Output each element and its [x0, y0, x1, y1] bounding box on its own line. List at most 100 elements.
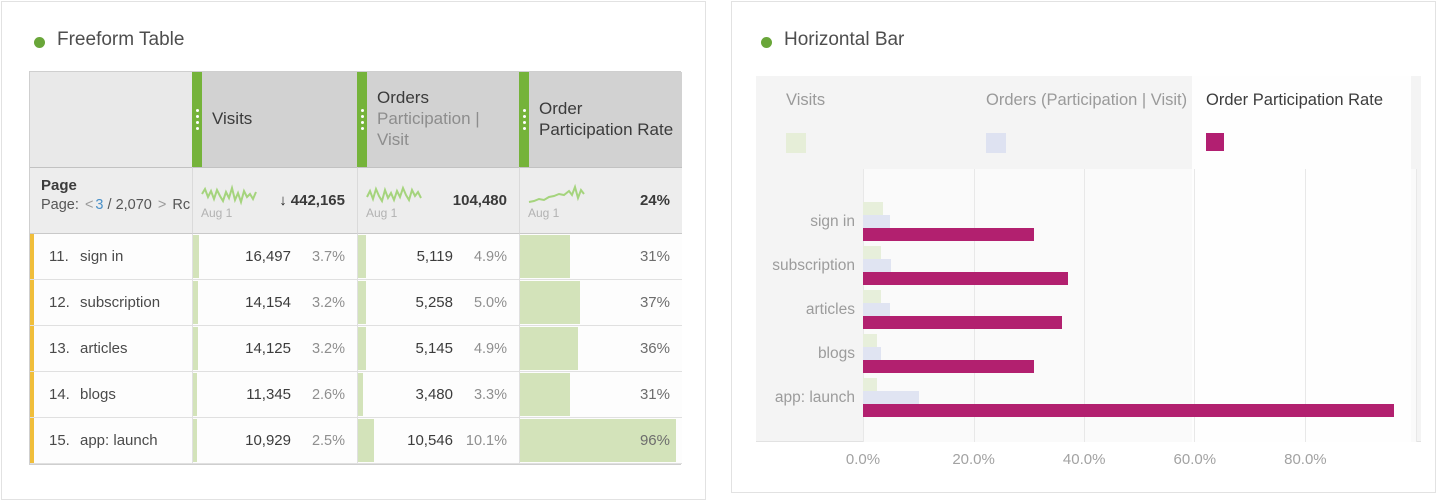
x-tick-label: 0.0%	[845, 451, 881, 468]
row-name: sign in	[80, 248, 124, 265]
rate-bar	[863, 404, 1394, 417]
cell-bar-fill	[520, 419, 676, 462]
cell-bar-fill	[520, 235, 571, 278]
visits-bar	[863, 378, 877, 391]
cell-value: 5,119	[416, 248, 453, 265]
table-pagination: Page: <3 / 2,070 > Rc	[41, 197, 190, 213]
bar-group	[863, 378, 1416, 417]
sparkline-date-label: Aug 1	[528, 205, 560, 220]
orders-cell[interactable]: 10,546 10.1%	[357, 418, 519, 464]
category-label: subscription	[772, 257, 855, 274]
visits-cell[interactable]: 11,345 2.6%	[192, 372, 357, 418]
row-rank: 11.	[49, 248, 69, 265]
cell-percent: 3.2%	[311, 340, 345, 357]
pagination-prev-button[interactable]: <	[84, 197, 94, 213]
legend-swatch-visits-icon[interactable]	[786, 133, 806, 153]
rate-cell[interactable]: 36%	[519, 326, 682, 372]
cell-bar-fill	[358, 281, 367, 324]
cell-bar-fill	[358, 419, 375, 462]
cell-value: 31%	[639, 386, 670, 403]
visits-bar	[863, 202, 884, 215]
category-label: blogs	[817, 345, 855, 362]
column-title: Orders	[377, 88, 429, 108]
orders-cell[interactable]: 5,145 4.9%	[357, 326, 519, 372]
visits-bar	[863, 290, 881, 303]
row-rank: 14.	[49, 386, 70, 403]
rate-cell[interactable]: 31%	[519, 234, 682, 280]
orders-bar	[863, 391, 919, 404]
x-tick-label: 60.0%	[1173, 451, 1217, 468]
cell-percent: 2.6%	[311, 386, 345, 403]
visits-summary-cell: Aug 1 ↓ 442,165	[192, 167, 357, 234]
rate-sparkline-icon	[528, 183, 585, 203]
row-name: blogs	[80, 386, 116, 403]
category-label: articles	[805, 301, 855, 318]
cell-bar-fill	[358, 373, 364, 416]
x-tick-label: 80.0%	[1284, 451, 1327, 468]
cell-bar-fill	[193, 373, 198, 416]
horizontal-bar-chart: Visits Orders (Participation | Visit) Or…	[756, 76, 1421, 442]
pagination-next-button[interactable]: >	[157, 197, 167, 213]
column-header-order-participation-rate[interactable]: Order Participation Rate	[519, 72, 682, 167]
dimension-summary-cell: Page Page: <3 / 2,070 > Rc	[30, 167, 192, 234]
cell-value: 96%	[639, 432, 670, 449]
cell-bar-fill	[520, 281, 580, 324]
drag-handle-icon[interactable]	[519, 72, 529, 167]
orders-cell[interactable]: 5,258 5.0%	[357, 280, 519, 326]
drag-handle-icon[interactable]	[357, 72, 367, 167]
cell-bar-fill	[193, 235, 200, 278]
legend-item-orders[interactable]: Orders (Participation | Visit)	[986, 91, 1188, 109]
rate-cell[interactable]: 31%	[519, 372, 682, 418]
visits-bar	[863, 246, 881, 259]
table-row-label[interactable]: 11. sign in	[30, 234, 192, 280]
column-header-orders[interactable]: Orders Participation | Visit	[357, 72, 519, 167]
table-row-label[interactable]: 12. subscription	[30, 280, 192, 326]
rate-cell[interactable]: 37%	[519, 280, 682, 326]
row-name: app: launch	[80, 432, 158, 449]
table-row-label[interactable]: 14. blogs	[30, 372, 192, 418]
orders-cell[interactable]: 5,119 4.9%	[357, 234, 519, 280]
cell-percent: 3.7%	[311, 248, 345, 265]
legend-swatch-rate-icon[interactable]	[1206, 133, 1224, 151]
freeform-table-panel: Freeform Table Visits Orders Participati…	[1, 1, 706, 500]
legend-swatch-orders-icon[interactable]	[986, 133, 1006, 153]
gridline	[1194, 169, 1195, 442]
pagination-trailing-text: Rc	[172, 197, 191, 213]
sparkline-date-label: Aug 1	[366, 205, 398, 220]
visits-sparkline-icon	[201, 183, 257, 205]
visits-cell[interactable]: 16,497 3.7%	[192, 234, 357, 280]
cell-value: 14,154	[245, 294, 291, 311]
cell-percent: 3.2%	[311, 294, 345, 311]
rate-bar	[863, 272, 1068, 285]
bar-group	[863, 246, 1416, 285]
sort-descending-icon[interactable]: ↓	[279, 192, 287, 209]
legend-item-visits[interactable]: Visits	[786, 91, 826, 109]
orders-sparkline-icon	[366, 184, 422, 204]
column-header-visits[interactable]: Visits	[192, 72, 357, 167]
pagination-total: / 2,070	[107, 197, 152, 213]
visits-cell[interactable]: 14,154 3.2%	[192, 280, 357, 326]
cell-bar-fill	[358, 235, 366, 278]
table-row-label[interactable]: 15. app: launch	[30, 418, 192, 464]
dimension-name: Page	[41, 177, 77, 194]
orders-cell[interactable]: 3,480 3.3%	[357, 372, 519, 418]
panel-title: Freeform Table	[57, 29, 185, 50]
orders-bar	[863, 303, 891, 316]
cell-bar-fill	[520, 373, 571, 416]
cell-value: 10,929	[245, 432, 291, 449]
cell-percent: 3.3%	[473, 386, 507, 403]
legend-item-order-participation-rate[interactable]: Order Participation Rate	[1206, 91, 1383, 109]
x-tick-label: 40.0%	[1062, 451, 1106, 468]
category-label: app: launch	[774, 389, 855, 406]
visits-cell[interactable]: 14,125 3.2%	[192, 326, 357, 372]
category-label: sign in	[810, 213, 855, 230]
visits-bar	[863, 334, 878, 347]
rate-cell[interactable]: 96%	[519, 418, 682, 464]
visits-cell[interactable]: 10,929 2.5%	[192, 418, 357, 464]
column-title: Visits	[212, 109, 253, 129]
table-corner-cell	[30, 72, 192, 167]
table-row-label[interactable]: 13. articles	[30, 326, 192, 372]
cell-bar-fill	[193, 419, 198, 462]
drag-handle-icon[interactable]	[192, 72, 202, 167]
pagination-current-page[interactable]: 3	[95, 197, 104, 213]
